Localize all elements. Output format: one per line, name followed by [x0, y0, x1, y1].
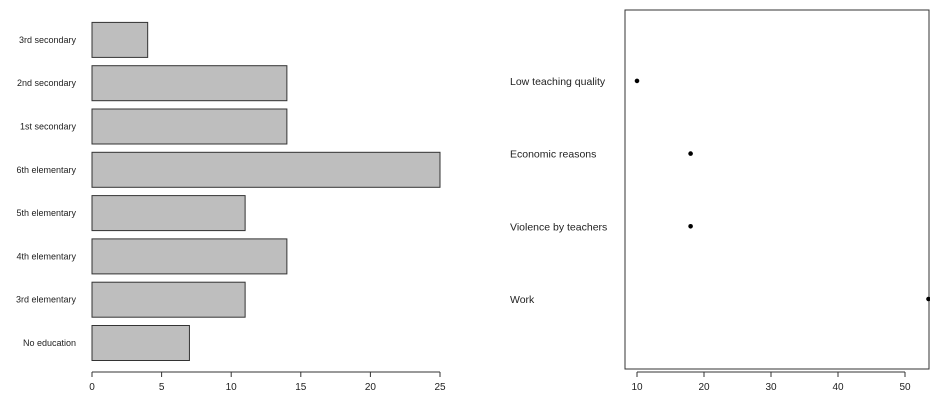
- category-label: Violence by teachers: [510, 221, 607, 233]
- category-label: 5th elementary: [16, 208, 76, 218]
- category-label: 3rd elementary: [16, 295, 77, 305]
- x-tick-label: 10: [226, 382, 238, 393]
- dot-economic-reasons: [688, 151, 693, 156]
- category-label: Work: [510, 294, 535, 306]
- x-tick-label: 25: [434, 382, 446, 393]
- x-tick-label: 15: [295, 382, 307, 393]
- dot-violence-by-teachers: [688, 224, 693, 229]
- bar-3rd-secondary: [91, 21, 149, 58]
- category-label: 6th elementary: [16, 165, 76, 175]
- bar-4th-elementary: [91, 238, 288, 275]
- bar-5th-elementary: [91, 195, 246, 232]
- category-label: 3rd secondary: [19, 35, 77, 45]
- dot-chart: Work Violence by teachers Economic reasons…: [510, 9, 930, 393]
- category-label: 1st secondary: [20, 122, 77, 132]
- x-tick-label: 10: [631, 382, 643, 393]
- x-tick-label: 20: [365, 382, 377, 393]
- bar-1st-secondary: [91, 108, 288, 145]
- plot-frame: [624, 9, 930, 370]
- category-label: Low teaching quality: [510, 76, 606, 88]
- x-tick-label: 20: [698, 382, 710, 393]
- category-label: 4th elementary: [16, 251, 76, 261]
- bar-3rd-elementary: [91, 281, 246, 318]
- x-tick-label: 40: [832, 382, 844, 393]
- bar-2nd-secondary: [91, 65, 288, 102]
- x-tick-label: 0: [89, 382, 95, 393]
- x-tick-label: 30: [765, 382, 777, 393]
- bar-chart: No education 3rd elementary 4th elementary…: [16, 21, 446, 393]
- category-label: Economic reasons: [510, 149, 596, 161]
- x-tick-label: 5: [159, 382, 165, 393]
- category-label: 2nd secondary: [17, 78, 77, 88]
- x-tick-label: 50: [899, 382, 911, 393]
- bar-6th-elementary: [91, 151, 441, 188]
- category-label: No education: [23, 338, 76, 348]
- dot-work: [926, 296, 930, 302]
- dot-low-teaching-quality: [634, 78, 640, 84]
- bar-no-education: [91, 325, 190, 361]
